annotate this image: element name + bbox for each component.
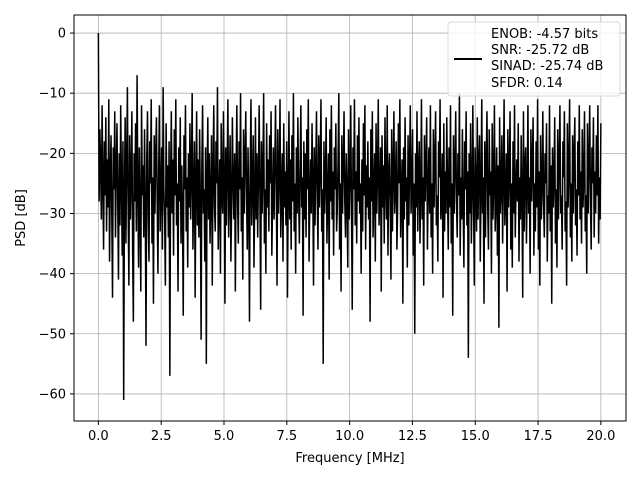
x-tick-label: 12.5	[398, 429, 427, 444]
y-tick-label: −50	[39, 327, 66, 342]
y-tick-layer: 0 −10 −20 −30 −40 −50 −60	[39, 27, 74, 402]
y-tick-label: −20	[39, 147, 66, 162]
y-tick-label: −40	[39, 267, 66, 282]
y-tick-label: −60	[39, 387, 66, 402]
x-axis-label: Frequency [MHz]	[295, 451, 404, 466]
legend-entry-sfdr: SFDR: 0.14	[491, 76, 563, 91]
x-tick-label: 15.0	[461, 429, 490, 444]
legend-box	[447, 21, 621, 97]
legend-entry-sinad: SINAD: -25.74 dB	[491, 59, 603, 74]
series-layer	[97, 33, 602, 400]
legend-entry-enob: ENOB: -4.57 bits	[491, 27, 598, 42]
y-tick-label: 0	[58, 27, 66, 42]
x-tick-label: 2.5	[151, 429, 172, 444]
x-tick-layer: 0.0 2.5 5.0 7.5 10.0 12.5 15.0 17.5 20.0	[88, 421, 615, 444]
psd-series-line	[97, 33, 602, 400]
legend-entry-snr: SNR: -25.72 dB	[491, 43, 589, 58]
x-tick-label: 5.0	[214, 429, 235, 444]
x-tick-label: 17.5	[524, 429, 553, 444]
x-tick-label: 0.0	[88, 429, 109, 444]
y-axis-label: PSD [dB]	[14, 189, 29, 247]
y-tick-label: −30	[39, 207, 66, 222]
x-tick-label: 10.0	[335, 429, 364, 444]
legend: ENOB: -4.57 bits SNR: -25.72 dB SINAD: -…	[447, 21, 621, 97]
x-tick-label: 7.5	[276, 429, 297, 444]
y-tick-label: −10	[39, 87, 66, 102]
x-tick-label: 20.0	[586, 429, 615, 444]
